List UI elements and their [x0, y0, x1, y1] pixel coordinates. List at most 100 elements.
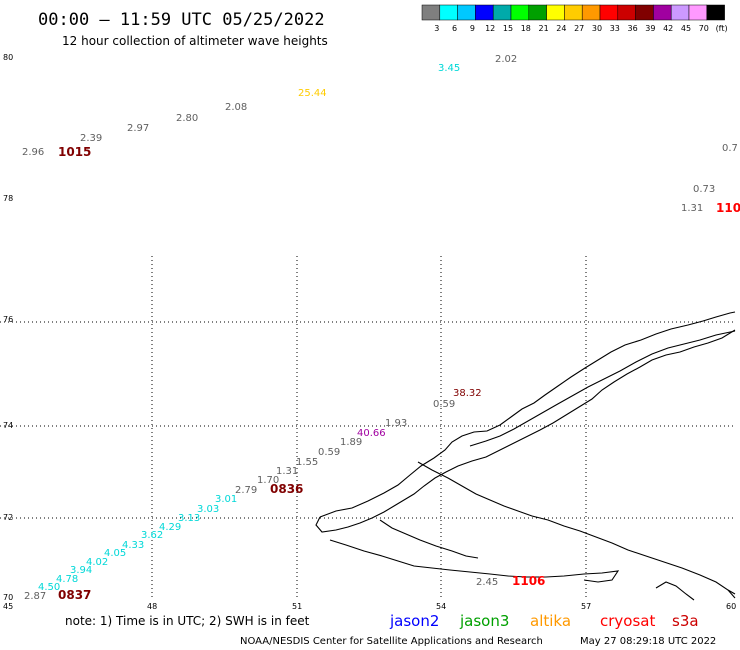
wave-height-value: 0.7: [722, 143, 738, 154]
wave-height-value: 1.31: [681, 203, 703, 214]
wave-height-value: 4.05: [104, 548, 126, 559]
wave-height-value: 2.80: [176, 113, 198, 124]
x-tick-48: 48: [147, 602, 157, 611]
scale-label: 30: [592, 24, 602, 33]
scale-label: 33: [610, 24, 620, 33]
legend-cryosat: cryosat: [600, 612, 655, 630]
scale-label: 15: [503, 24, 513, 33]
scale-swatch: [706, 4, 725, 21]
scale-swatch: [617, 4, 636, 21]
wave-height-value: 2.87: [24, 591, 46, 602]
wave-height-value: 4.78: [56, 574, 78, 585]
lat-lon-grid: [0, 256, 735, 600]
scale-label: 42: [663, 24, 673, 33]
wave-height-value: 3.13: [178, 513, 200, 524]
wave-height-value: 2.02: [495, 54, 517, 65]
map-subtitle: 12 hour collection of altimeter wave hei…: [62, 34, 328, 48]
wave-height-value: 1.70: [257, 475, 279, 486]
pass-time-label: 110: [716, 201, 740, 215]
coast-island-north: [469, 330, 736, 447]
y-tick-70: 70: [3, 593, 13, 602]
coast-north-shore: [319, 311, 736, 518]
scale-swatch: [439, 4, 458, 21]
wave-height-value: 3.62: [141, 530, 163, 541]
wave-height-value: 3.01: [215, 494, 237, 505]
scale-swatch: [475, 4, 494, 21]
coast-inner-strait: [315, 329, 736, 533]
wave-height-value: 4.02: [86, 557, 108, 568]
coast-edge: [727, 589, 736, 595]
wave-height-value: 3.03: [197, 504, 219, 515]
scale-label: 27: [574, 24, 584, 33]
scale-swatch: [528, 4, 547, 21]
satellite-legend: jason2 jason3 altika cryosat s3a: [389, 612, 699, 630]
wave-height-value: 2.45: [476, 577, 498, 588]
wave-height-value: 4.29: [159, 522, 181, 533]
wave-height-value: 1.55: [296, 457, 318, 468]
x-tick-45: 45: [3, 602, 13, 611]
wave-height-value: 2.96: [22, 147, 44, 158]
y-tick-76: 76: [3, 315, 13, 324]
wave-height-value: 0.73: [693, 184, 715, 195]
pass-time-label: 0836: [270, 482, 303, 496]
y-axis-labels: 80 78 76 74 72 70: [3, 53, 13, 602]
scale-label: 21: [539, 24, 549, 33]
wave-height-value: 4.50: [38, 582, 60, 593]
scale-label: 18: [521, 24, 531, 33]
scale-label: 24: [556, 24, 566, 33]
scale-label: 70: [699, 24, 709, 33]
wave-height-value: 3.94: [70, 565, 92, 576]
wave-height-value: 2.79: [235, 485, 257, 496]
pass-time-label: 1015: [58, 145, 91, 159]
wave-height-value: 0.59: [433, 399, 455, 410]
wave-height-value: 0.59: [318, 447, 340, 458]
legend-s3a: s3a: [672, 612, 699, 630]
x-tick-54: 54: [436, 602, 446, 611]
y-tick-78: 78: [3, 194, 13, 203]
scale-label: 45: [681, 24, 691, 33]
coast-mainland-east: [417, 461, 736, 599]
scale-swatch: [457, 4, 476, 21]
scale-label: 6: [452, 24, 457, 33]
coastline: [315, 311, 736, 601]
wave-height-value: 3.45: [438, 63, 460, 74]
pass-time-label: 1106: [512, 574, 545, 588]
y-tick-74: 74: [3, 421, 13, 430]
scale-swatch: [492, 4, 512, 21]
scale-swatch: [635, 4, 654, 21]
scale-label: 36: [628, 24, 638, 33]
scale-label: 12: [485, 24, 495, 33]
footer-credit: NOAA/NESDIS Center for Satellite Applica…: [240, 636, 543, 647]
y-tick-72: 72: [3, 513, 13, 522]
x-tick-60: 60: [726, 602, 736, 611]
scale-swatch: [564, 4, 583, 21]
coast-peninsula-inner: [379, 519, 479, 559]
wave-height-value: 1.31: [276, 466, 298, 477]
legend-jason3: jason3: [459, 612, 509, 630]
x-tick-57: 57: [581, 602, 591, 611]
legend-jason2: jason2: [389, 612, 439, 630]
x-tick-51: 51: [292, 602, 302, 611]
scale-swatch: [581, 4, 601, 21]
scale-swatch: [421, 4, 441, 21]
coast-southern-shore: [329, 539, 620, 583]
wave-height-value: 25.44: [298, 88, 327, 99]
wave-height-value: 1.89: [340, 437, 362, 448]
wave-height-value: 2.08: [225, 102, 247, 113]
wave-height-value: 1.93: [385, 418, 407, 429]
scale-swatch: [546, 4, 565, 21]
legend-altika: altika: [530, 612, 571, 630]
wave-height-value: 2.97: [127, 123, 149, 134]
scale-label: 9: [470, 24, 475, 33]
footer-timestamp: May 27 08:29:18 UTC 2022: [580, 636, 716, 647]
scale-swatch: [599, 4, 619, 21]
map-title: 00:00 – 11:59 UTC 05/25/2022: [38, 10, 325, 30]
scale-label: (ft): [716, 24, 728, 33]
scale-swatch: [670, 4, 690, 21]
wave-height-value: 38.32: [453, 388, 482, 399]
scale-label: 3: [434, 24, 439, 33]
scale-swatch: [653, 4, 672, 21]
coast-southeast-fragment: [655, 581, 695, 601]
